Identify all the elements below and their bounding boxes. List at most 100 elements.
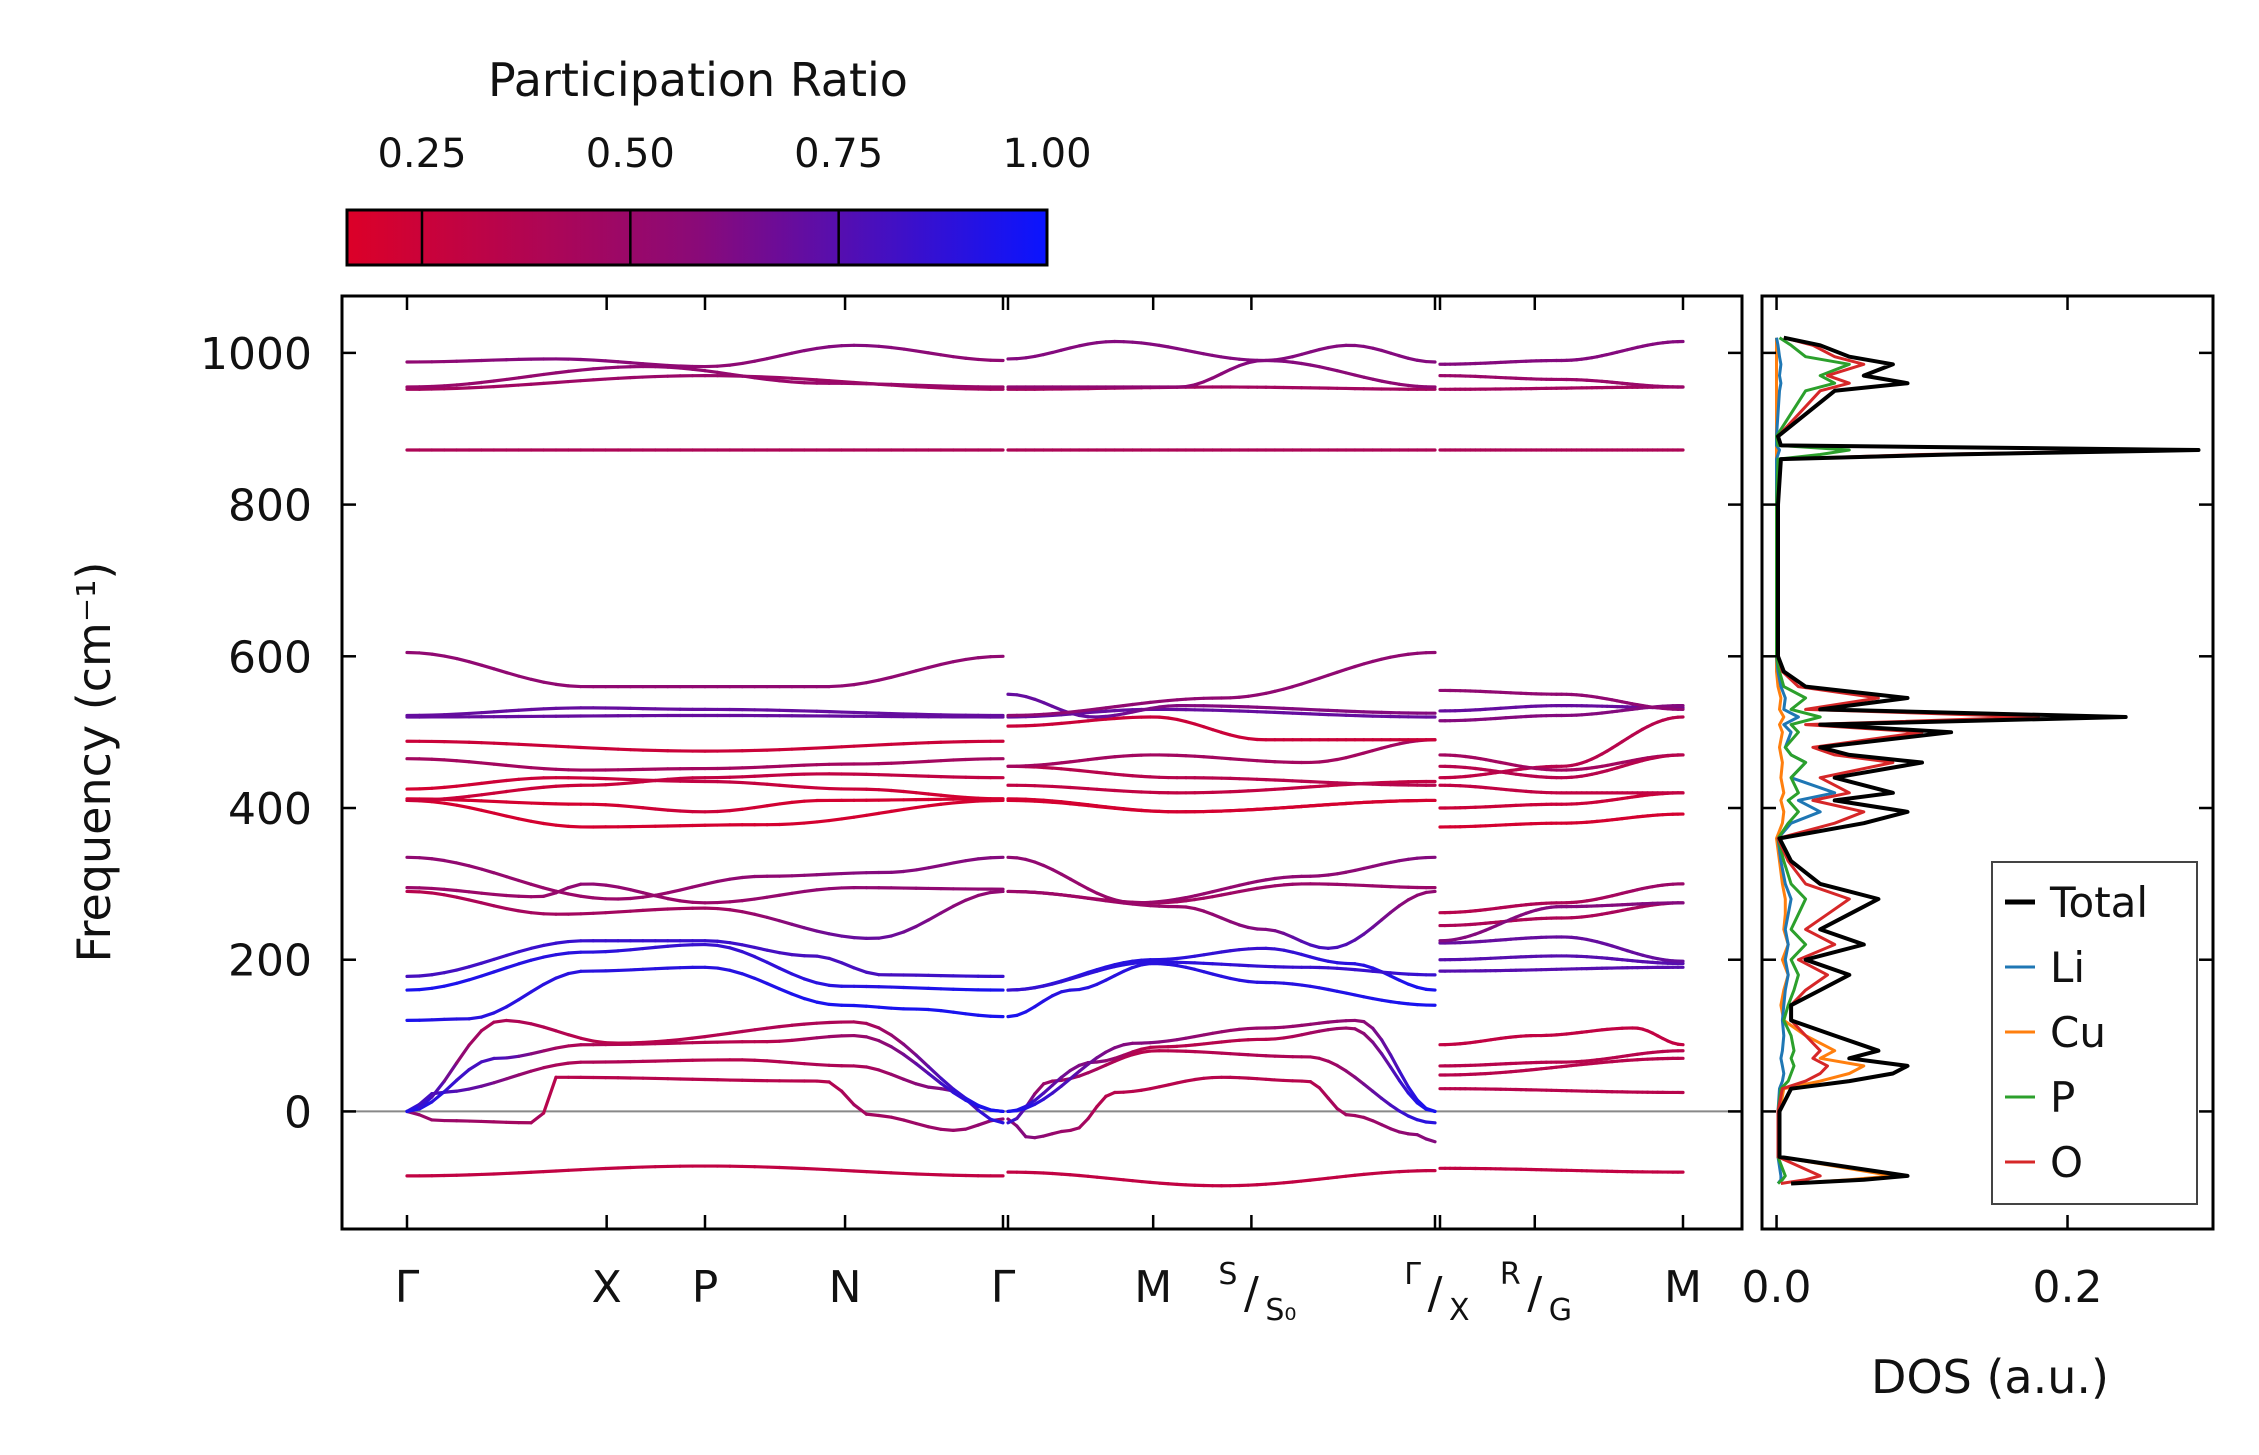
- band-line-segment: [591, 1166, 608, 1171]
- band-line-segment: [889, 672, 906, 679]
- band-line-segment: [517, 776, 533, 781]
- band-line-segment: [914, 759, 931, 764]
- band-line-segment: [517, 1019, 533, 1026]
- band-line-segment: [926, 662, 943, 670]
- band-line-segment: [703, 965, 720, 970]
- band-line-segment: [591, 366, 608, 371]
- band-line-segment: [1033, 1091, 1046, 1103]
- band-line-segment: [852, 1033, 869, 1039]
- band-line-segment: [864, 1021, 881, 1030]
- band-line-segment: [864, 1170, 881, 1174]
- band-mode-970: [405, 358, 1685, 389]
- band-line-segment: [1086, 1056, 1099, 1066]
- band-line-segment: [852, 1169, 869, 1174]
- band-line-segment: [541, 821, 558, 827]
- band-line-segment: [628, 375, 645, 380]
- band-line-segment: [1371, 1026, 1384, 1042]
- band-line-segment: [914, 791, 931, 796]
- band-line-segment: [939, 1076, 955, 1091]
- band-line-segment: [790, 889, 806, 895]
- band-line-segment: [926, 1007, 943, 1013]
- band-line-segment: [1086, 887, 1099, 895]
- band-line-segment: [554, 1168, 571, 1173]
- band-line-segment: [839, 815, 856, 821]
- band-line-segment: [479, 791, 496, 797]
- band-line-segment: [492, 1171, 508, 1176]
- band-line-segment: [790, 747, 806, 751]
- band-line-segment: [964, 799, 980, 804]
- band-line-segment: [666, 808, 682, 813]
- band-line-segment: [1335, 1063, 1348, 1073]
- band-line-segment: [517, 1052, 533, 1058]
- x-break-label: Γ / X: [1404, 1257, 1469, 1328]
- band-line-segment: [1380, 910, 1393, 922]
- band-line-segment: [467, 1015, 484, 1021]
- band-line-segment: [1104, 1090, 1117, 1098]
- band-line-segment: [815, 872, 831, 877]
- legend-label: Cu: [2050, 1008, 2106, 1057]
- band-line-segment: [802, 926, 819, 933]
- band-line-segment: [753, 376, 769, 381]
- band-line-segment: [417, 973, 434, 978]
- dos-x-tick-label: 0.0: [1742, 1262, 1812, 1313]
- band-line-segment: [417, 856, 434, 861]
- band-optic-522: [405, 704, 1685, 719]
- band-optic-545: [405, 692, 1685, 723]
- band-line-segment: [1371, 1119, 1384, 1127]
- band-line-segment: [1211, 372, 1224, 380]
- band-line-segment: [504, 742, 521, 746]
- band-line-segment: [1104, 974, 1117, 982]
- dos-line-li: [1775, 337, 1837, 1185]
- band-line-segment: [889, 1006, 906, 1011]
- band-line-segment: [1041, 701, 1055, 708]
- band-line-segment: [802, 1166, 819, 1171]
- band-line-segment: [653, 907, 670, 912]
- band-line-segment: [790, 380, 806, 385]
- band-line-segment: [1344, 1069, 1357, 1079]
- colorbar-tick-label: 0.75: [794, 131, 883, 177]
- band-line-segment: [529, 1066, 546, 1073]
- band-line-segment: [926, 911, 943, 922]
- band-line-segment: [827, 1080, 844, 1093]
- band-line-segment: [715, 900, 732, 905]
- band-line-segment: [777, 1023, 794, 1029]
- band-line-segment: [1095, 1050, 1108, 1060]
- band-line-segment: [877, 1170, 893, 1175]
- band-line-segment: [430, 797, 446, 802]
- band-line-segment: [815, 1079, 831, 1084]
- band-line-segment: [504, 1018, 521, 1024]
- band-line-segment: [1353, 932, 1366, 942]
- band-line-segment: [728, 875, 744, 881]
- band-line-segment: [591, 1039, 608, 1045]
- band-line-segment: [889, 930, 906, 938]
- band-line-segment: [529, 911, 546, 916]
- y-tick-label: 1000: [200, 329, 312, 380]
- band-line-segment: [951, 794, 968, 800]
- band-line-segment: [914, 866, 931, 872]
- band-line-segment: [976, 1108, 993, 1121]
- band-line-segment: [753, 357, 769, 363]
- band-line-segment: [541, 680, 558, 686]
- band-line-segment: [554, 939, 571, 945]
- band-line-segment: [517, 786, 533, 792]
- band-line-segment: [902, 669, 918, 676]
- band-line-segment: [604, 803, 620, 808]
- band-line-segment: [1380, 1123, 1393, 1131]
- band-line-segment: [815, 1167, 831, 1172]
- band-line-segment: [504, 950, 521, 958]
- band-line-segment: [1291, 935, 1304, 943]
- band-line-segment: [964, 656, 980, 662]
- band-line-segment: [442, 383, 459, 388]
- band-line-segment: [579, 1036, 595, 1043]
- band-line-segment: [604, 376, 620, 381]
- band-line-segment: [467, 1060, 484, 1072]
- x-break-label: S / S₀: [1218, 1257, 1296, 1328]
- band-line-segment: [517, 707, 533, 712]
- band-line-segment: [864, 343, 881, 348]
- band-line-segment: [728, 941, 744, 947]
- band-line-segment: [926, 351, 943, 357]
- band-line-segment: [517, 909, 533, 915]
- band-line-segment: [1424, 987, 1437, 992]
- band-line-segment: [1380, 1096, 1393, 1107]
- band-line-segment: [554, 369, 571, 375]
